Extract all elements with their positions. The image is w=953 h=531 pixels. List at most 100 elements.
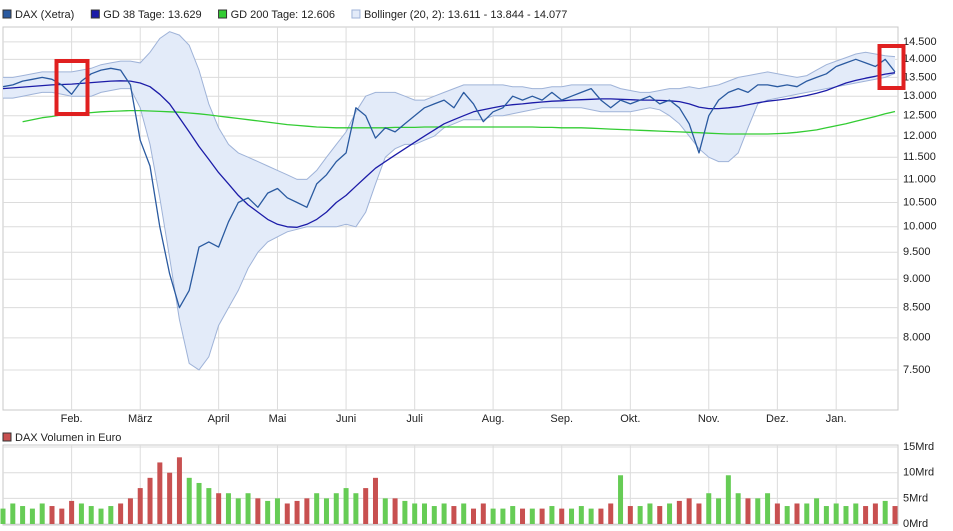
volume-bar — [206, 488, 212, 524]
volume-bar — [98, 508, 104, 524]
legend-label: GD 38 Tage: 13.629 — [103, 9, 201, 21]
volume-bar — [755, 498, 761, 524]
volume-bar — [225, 493, 231, 524]
volume-bar — [402, 500, 408, 524]
volume-bar — [59, 508, 65, 524]
x-tick-label: März — [128, 413, 152, 425]
volume-bar — [843, 506, 849, 524]
x-tick-label: Sep. — [550, 413, 573, 425]
volume-bar — [471, 508, 477, 524]
volume-bar — [627, 506, 633, 524]
volume-bar — [725, 475, 731, 524]
legend-label: GD 200 Tage: 12.606 — [231, 9, 335, 21]
volume-bar — [882, 500, 888, 524]
volume-bar — [0, 508, 6, 524]
volume-bar — [578, 506, 584, 524]
y-tick-label: 8.000 — [903, 332, 931, 344]
legend-label: Bollinger (20, 2): 13.611 - 13.844 - 14.… — [364, 9, 567, 21]
volume-bar — [569, 508, 575, 524]
bollinger-lower — [3, 72, 896, 371]
volume-bar — [294, 500, 300, 524]
y-tick-label: 14.500 — [903, 36, 937, 48]
volume-bar — [186, 477, 192, 524]
volume-bar — [892, 506, 898, 524]
volume-bar — [520, 508, 526, 524]
y-tick-label: 7.500 — [903, 364, 931, 376]
line-series — [2, 58, 896, 309]
volume-bar — [284, 503, 290, 524]
volume-bar — [382, 498, 388, 524]
line-series — [2, 72, 896, 228]
volume-bar — [706, 493, 712, 524]
x-tick-label: Jan. — [826, 413, 847, 425]
volume-bar — [735, 493, 741, 524]
volume-bar — [167, 472, 173, 524]
volume-bar — [539, 508, 545, 524]
volume-bar — [127, 498, 133, 524]
volume-bar — [196, 482, 202, 524]
volume-bar — [480, 503, 486, 524]
volume-bar — [500, 508, 506, 524]
volume-bar — [637, 506, 643, 524]
volume-bar — [833, 503, 839, 524]
volume-bar — [412, 503, 418, 524]
y-tick-label: 14.000 — [903, 53, 937, 65]
volume-bar — [314, 493, 320, 524]
y-tick-label: 11.500 — [903, 151, 936, 163]
highlight-box — [54, 59, 90, 116]
volume-bar — [157, 462, 163, 524]
volume-bar — [451, 506, 457, 524]
y-tick-label: 8.500 — [903, 302, 931, 314]
volume-bar — [353, 493, 359, 524]
volume-bar — [676, 500, 682, 524]
volume-bar — [608, 503, 614, 524]
y-tick-label: 9.500 — [903, 246, 931, 258]
volume-bar — [745, 498, 751, 524]
legend-label: DAX (Xetra) — [15, 9, 74, 21]
volume-bar — [814, 498, 820, 524]
y-tick-label: 9.000 — [903, 273, 931, 285]
y-tick-label: 10Mrd — [903, 467, 934, 479]
volume-bar — [245, 493, 251, 524]
layer: 14.500 14.000 13.500 13.000 12.500 12.000 11.5… — [0, 9, 937, 530]
volume-bar — [78, 503, 84, 524]
volume-bar — [274, 498, 280, 524]
y-tick-label: 12.500 — [903, 110, 937, 122]
legend-swatch — [2, 432, 12, 442]
volume-bar — [323, 498, 329, 524]
volume-bar — [421, 503, 427, 524]
volume-bar — [88, 506, 94, 524]
x-tick-label: Dez. — [766, 413, 789, 425]
x-tick-label: April — [208, 413, 230, 425]
volume-bar — [69, 500, 75, 524]
volume-bar — [490, 508, 496, 524]
volume-bar — [333, 493, 339, 524]
volume-bar — [794, 503, 800, 524]
y-tick-label: 15Mrd — [903, 441, 934, 453]
volume-bar — [774, 503, 780, 524]
volume-bar — [853, 503, 859, 524]
volume-bar — [39, 503, 45, 524]
volume-bar — [49, 506, 55, 524]
volume-bar — [108, 506, 114, 524]
legend-swatch — [218, 9, 228, 19]
legend-swatch — [351, 9, 361, 19]
volume-bar — [598, 508, 604, 524]
volume-bar — [255, 498, 261, 524]
volume-bar — [804, 503, 810, 524]
volume-bar — [823, 506, 829, 524]
x-tick-label: Juli — [406, 413, 423, 425]
volume-bar — [863, 506, 869, 524]
volume-bar — [559, 508, 565, 524]
volume-bar — [363, 488, 369, 524]
volume-bar — [765, 493, 771, 524]
volume-bar — [216, 493, 222, 524]
volume-bar — [265, 500, 271, 524]
volume-bar — [686, 498, 692, 524]
volume-bar — [529, 508, 535, 524]
legend-label: DAX Volumen in Euro — [15, 432, 121, 444]
volume-bar — [10, 503, 16, 524]
volume-bar — [176, 457, 182, 524]
volume-bar — [147, 477, 153, 524]
